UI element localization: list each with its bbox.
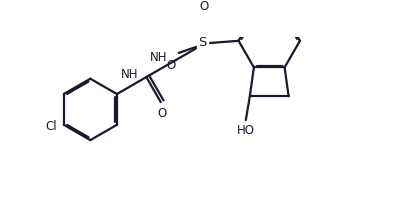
Text: S: S xyxy=(198,36,206,49)
Text: O: O xyxy=(166,59,175,72)
Text: Cl: Cl xyxy=(46,120,57,133)
Text: NH: NH xyxy=(121,68,138,81)
Text: O: O xyxy=(158,107,167,120)
Text: NH: NH xyxy=(150,51,167,64)
Text: O: O xyxy=(199,0,208,13)
Text: HO: HO xyxy=(237,124,255,137)
